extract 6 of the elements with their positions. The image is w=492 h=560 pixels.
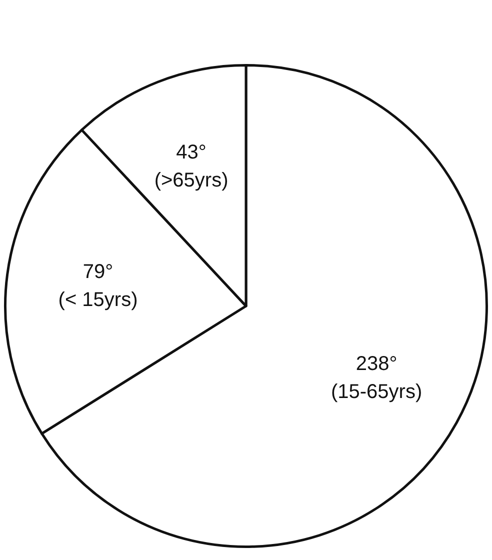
data-label: 238° (356, 352, 398, 375)
data-label: 79° (82, 261, 114, 284)
slice-label: (< 15yrs) (58, 289, 138, 312)
data-label: 43° (176, 142, 206, 164)
slice-label: (>65yrs) (154, 170, 228, 192)
slice-label: (15-65yrs) (330, 380, 422, 403)
